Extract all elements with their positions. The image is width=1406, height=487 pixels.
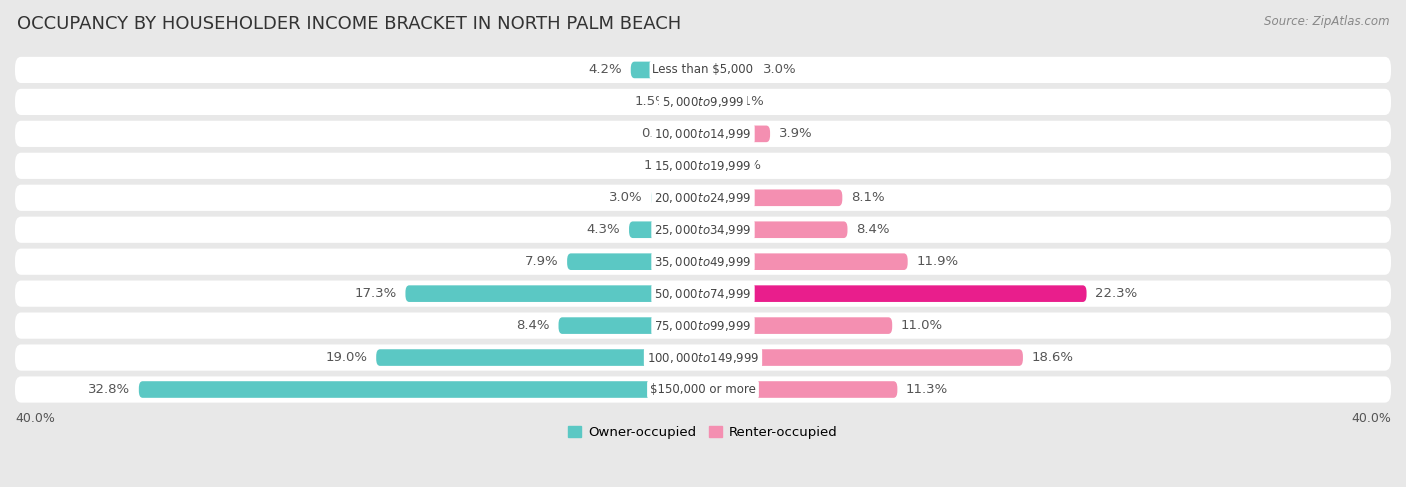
- Text: OCCUPANCY BY HOUSEHOLDER INCOME BRACKET IN NORTH PALM BEACH: OCCUPANCY BY HOUSEHOLDER INCOME BRACKET …: [17, 15, 681, 33]
- Text: 0.42%: 0.42%: [718, 159, 761, 172]
- Text: $5,000 to $9,999: $5,000 to $9,999: [662, 95, 744, 109]
- Text: 19.0%: 19.0%: [326, 351, 367, 364]
- FancyBboxPatch shape: [15, 121, 1391, 147]
- FancyBboxPatch shape: [703, 253, 908, 270]
- Text: $25,000 to $34,999: $25,000 to $34,999: [654, 223, 752, 237]
- FancyBboxPatch shape: [628, 222, 703, 238]
- FancyBboxPatch shape: [703, 94, 721, 110]
- FancyBboxPatch shape: [15, 89, 1391, 115]
- FancyBboxPatch shape: [678, 94, 703, 110]
- FancyBboxPatch shape: [703, 349, 1024, 366]
- FancyBboxPatch shape: [703, 157, 710, 174]
- FancyBboxPatch shape: [651, 189, 703, 206]
- FancyBboxPatch shape: [567, 253, 703, 270]
- Text: 11.9%: 11.9%: [917, 255, 959, 268]
- FancyBboxPatch shape: [692, 126, 703, 142]
- Text: 11.0%: 11.0%: [901, 319, 943, 332]
- FancyBboxPatch shape: [15, 57, 1391, 83]
- Text: $150,000 or more: $150,000 or more: [650, 383, 756, 396]
- Text: $50,000 to $74,999: $50,000 to $74,999: [654, 287, 752, 300]
- FancyBboxPatch shape: [405, 285, 703, 302]
- FancyBboxPatch shape: [703, 62, 755, 78]
- Text: $75,000 to $99,999: $75,000 to $99,999: [654, 318, 752, 333]
- Text: 4.3%: 4.3%: [586, 223, 620, 236]
- Text: 3.0%: 3.0%: [609, 191, 643, 204]
- FancyBboxPatch shape: [139, 381, 703, 398]
- Text: 32.8%: 32.8%: [89, 383, 131, 396]
- Text: 3.9%: 3.9%: [779, 128, 813, 140]
- Text: 17.3%: 17.3%: [354, 287, 396, 300]
- Text: 11.3%: 11.3%: [905, 383, 948, 396]
- Text: $100,000 to $149,999: $100,000 to $149,999: [647, 351, 759, 365]
- Text: 18.6%: 18.6%: [1032, 351, 1074, 364]
- FancyBboxPatch shape: [703, 285, 1087, 302]
- Text: 1.1%: 1.1%: [731, 95, 765, 109]
- Text: $35,000 to $49,999: $35,000 to $49,999: [654, 255, 752, 269]
- Text: 40.0%: 40.0%: [15, 412, 55, 425]
- Text: 40.0%: 40.0%: [1351, 412, 1391, 425]
- Text: $15,000 to $19,999: $15,000 to $19,999: [654, 159, 752, 173]
- Text: Source: ZipAtlas.com: Source: ZipAtlas.com: [1264, 15, 1389, 28]
- Text: $10,000 to $14,999: $10,000 to $14,999: [654, 127, 752, 141]
- FancyBboxPatch shape: [686, 157, 703, 174]
- FancyBboxPatch shape: [703, 318, 893, 334]
- FancyBboxPatch shape: [703, 126, 770, 142]
- Text: 4.2%: 4.2%: [589, 63, 623, 76]
- Text: 3.0%: 3.0%: [763, 63, 797, 76]
- Text: Less than $5,000: Less than $5,000: [652, 63, 754, 76]
- Text: 1.0%: 1.0%: [644, 159, 678, 172]
- Text: 7.9%: 7.9%: [524, 255, 558, 268]
- FancyBboxPatch shape: [15, 313, 1391, 338]
- Text: 22.3%: 22.3%: [1095, 287, 1137, 300]
- Text: 8.4%: 8.4%: [516, 319, 550, 332]
- FancyBboxPatch shape: [703, 381, 897, 398]
- FancyBboxPatch shape: [558, 318, 703, 334]
- Text: 8.4%: 8.4%: [856, 223, 890, 236]
- Legend: Owner-occupied, Renter-occupied: Owner-occupied, Renter-occupied: [562, 421, 844, 445]
- FancyBboxPatch shape: [15, 153, 1391, 179]
- FancyBboxPatch shape: [631, 62, 703, 78]
- FancyBboxPatch shape: [377, 349, 703, 366]
- Text: 8.1%: 8.1%: [851, 191, 884, 204]
- Text: 0.63%: 0.63%: [641, 128, 683, 140]
- FancyBboxPatch shape: [703, 222, 848, 238]
- FancyBboxPatch shape: [15, 281, 1391, 307]
- Text: 1.5%: 1.5%: [636, 95, 669, 109]
- FancyBboxPatch shape: [15, 185, 1391, 211]
- FancyBboxPatch shape: [703, 189, 842, 206]
- FancyBboxPatch shape: [15, 217, 1391, 243]
- FancyBboxPatch shape: [15, 344, 1391, 371]
- FancyBboxPatch shape: [15, 376, 1391, 403]
- Text: $20,000 to $24,999: $20,000 to $24,999: [654, 191, 752, 205]
- FancyBboxPatch shape: [15, 248, 1391, 275]
